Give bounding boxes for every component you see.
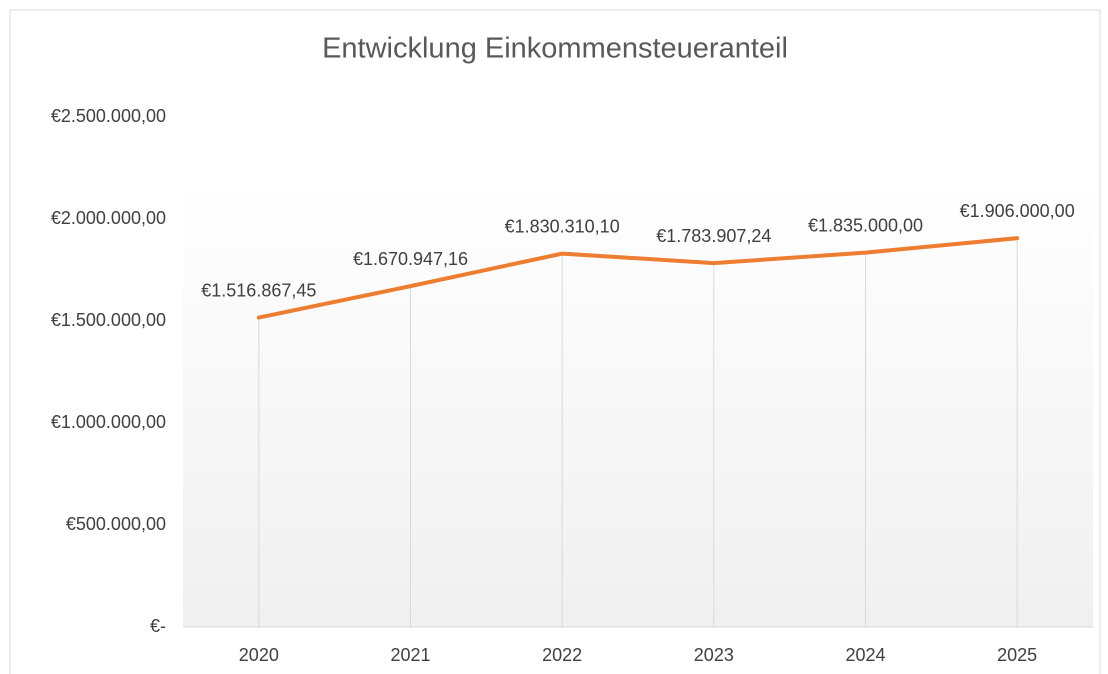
y-tick-label: €-: [150, 616, 166, 636]
data-label: €1.835.000,00: [808, 215, 923, 235]
data-label: €1.516.867,45: [201, 280, 316, 300]
data-label: €1.783.907,24: [656, 226, 771, 246]
y-tick-label: €1.000.000,00: [51, 412, 166, 432]
x-tick-label: 2021: [390, 645, 430, 665]
x-tick-label: 2022: [542, 645, 582, 665]
y-tick-label: €2.000.000,00: [51, 208, 166, 228]
x-tick-label: 2020: [239, 645, 279, 665]
data-label: €1.830.310,10: [505, 216, 620, 236]
y-tick-label: €2.500.000,00: [51, 106, 166, 126]
chart-title: Entwicklung Einkommensteueranteil: [322, 33, 788, 65]
x-tick-label: 2023: [694, 645, 734, 665]
y-tick-label: €1.500.000,00: [51, 310, 166, 330]
plot-background: [183, 180, 1093, 627]
x-tick-label: 2025: [997, 645, 1037, 665]
data-label: €1.906.000,00: [960, 201, 1075, 221]
line: [256, 236, 1020, 320]
data-label: €1.670.947,16: [353, 249, 468, 269]
y-tick-label: €500.000,00: [66, 514, 166, 534]
x-tick-label: 2024: [845, 645, 885, 665]
